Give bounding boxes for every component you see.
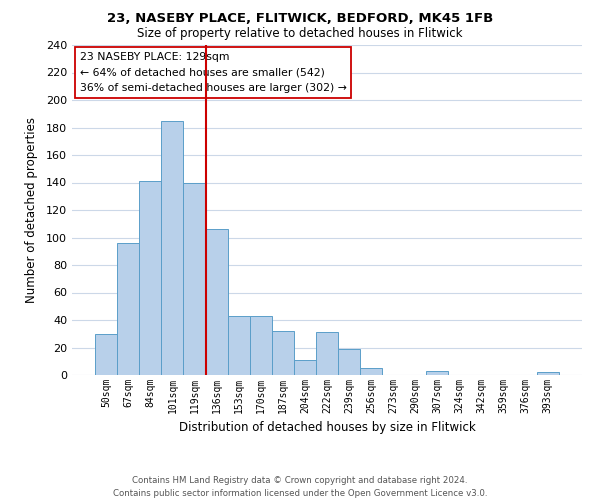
Bar bbox=[227, 316, 250, 375]
Bar bbox=[139, 181, 161, 375]
Bar bbox=[184, 182, 206, 375]
Text: Size of property relative to detached houses in Flitwick: Size of property relative to detached ho… bbox=[137, 28, 463, 40]
Bar bbox=[537, 372, 559, 375]
Bar bbox=[427, 371, 448, 375]
Bar bbox=[206, 229, 227, 375]
Y-axis label: Number of detached properties: Number of detached properties bbox=[25, 117, 38, 303]
Text: Contains HM Land Registry data © Crown copyright and database right 2024.
Contai: Contains HM Land Registry data © Crown c… bbox=[113, 476, 487, 498]
Bar bbox=[161, 120, 184, 375]
Bar bbox=[250, 316, 272, 375]
Bar bbox=[95, 334, 117, 375]
Bar bbox=[294, 360, 316, 375]
Text: 23, NASEBY PLACE, FLITWICK, BEDFORD, MK45 1FB: 23, NASEBY PLACE, FLITWICK, BEDFORD, MK4… bbox=[107, 12, 493, 26]
Bar bbox=[316, 332, 338, 375]
Bar bbox=[272, 331, 294, 375]
Bar bbox=[117, 243, 139, 375]
Bar bbox=[360, 368, 382, 375]
Bar bbox=[338, 349, 360, 375]
Text: 23 NASEBY PLACE: 129sqm
← 64% of detached houses are smaller (542)
36% of semi-d: 23 NASEBY PLACE: 129sqm ← 64% of detache… bbox=[80, 52, 347, 93]
X-axis label: Distribution of detached houses by size in Flitwick: Distribution of detached houses by size … bbox=[179, 422, 475, 434]
